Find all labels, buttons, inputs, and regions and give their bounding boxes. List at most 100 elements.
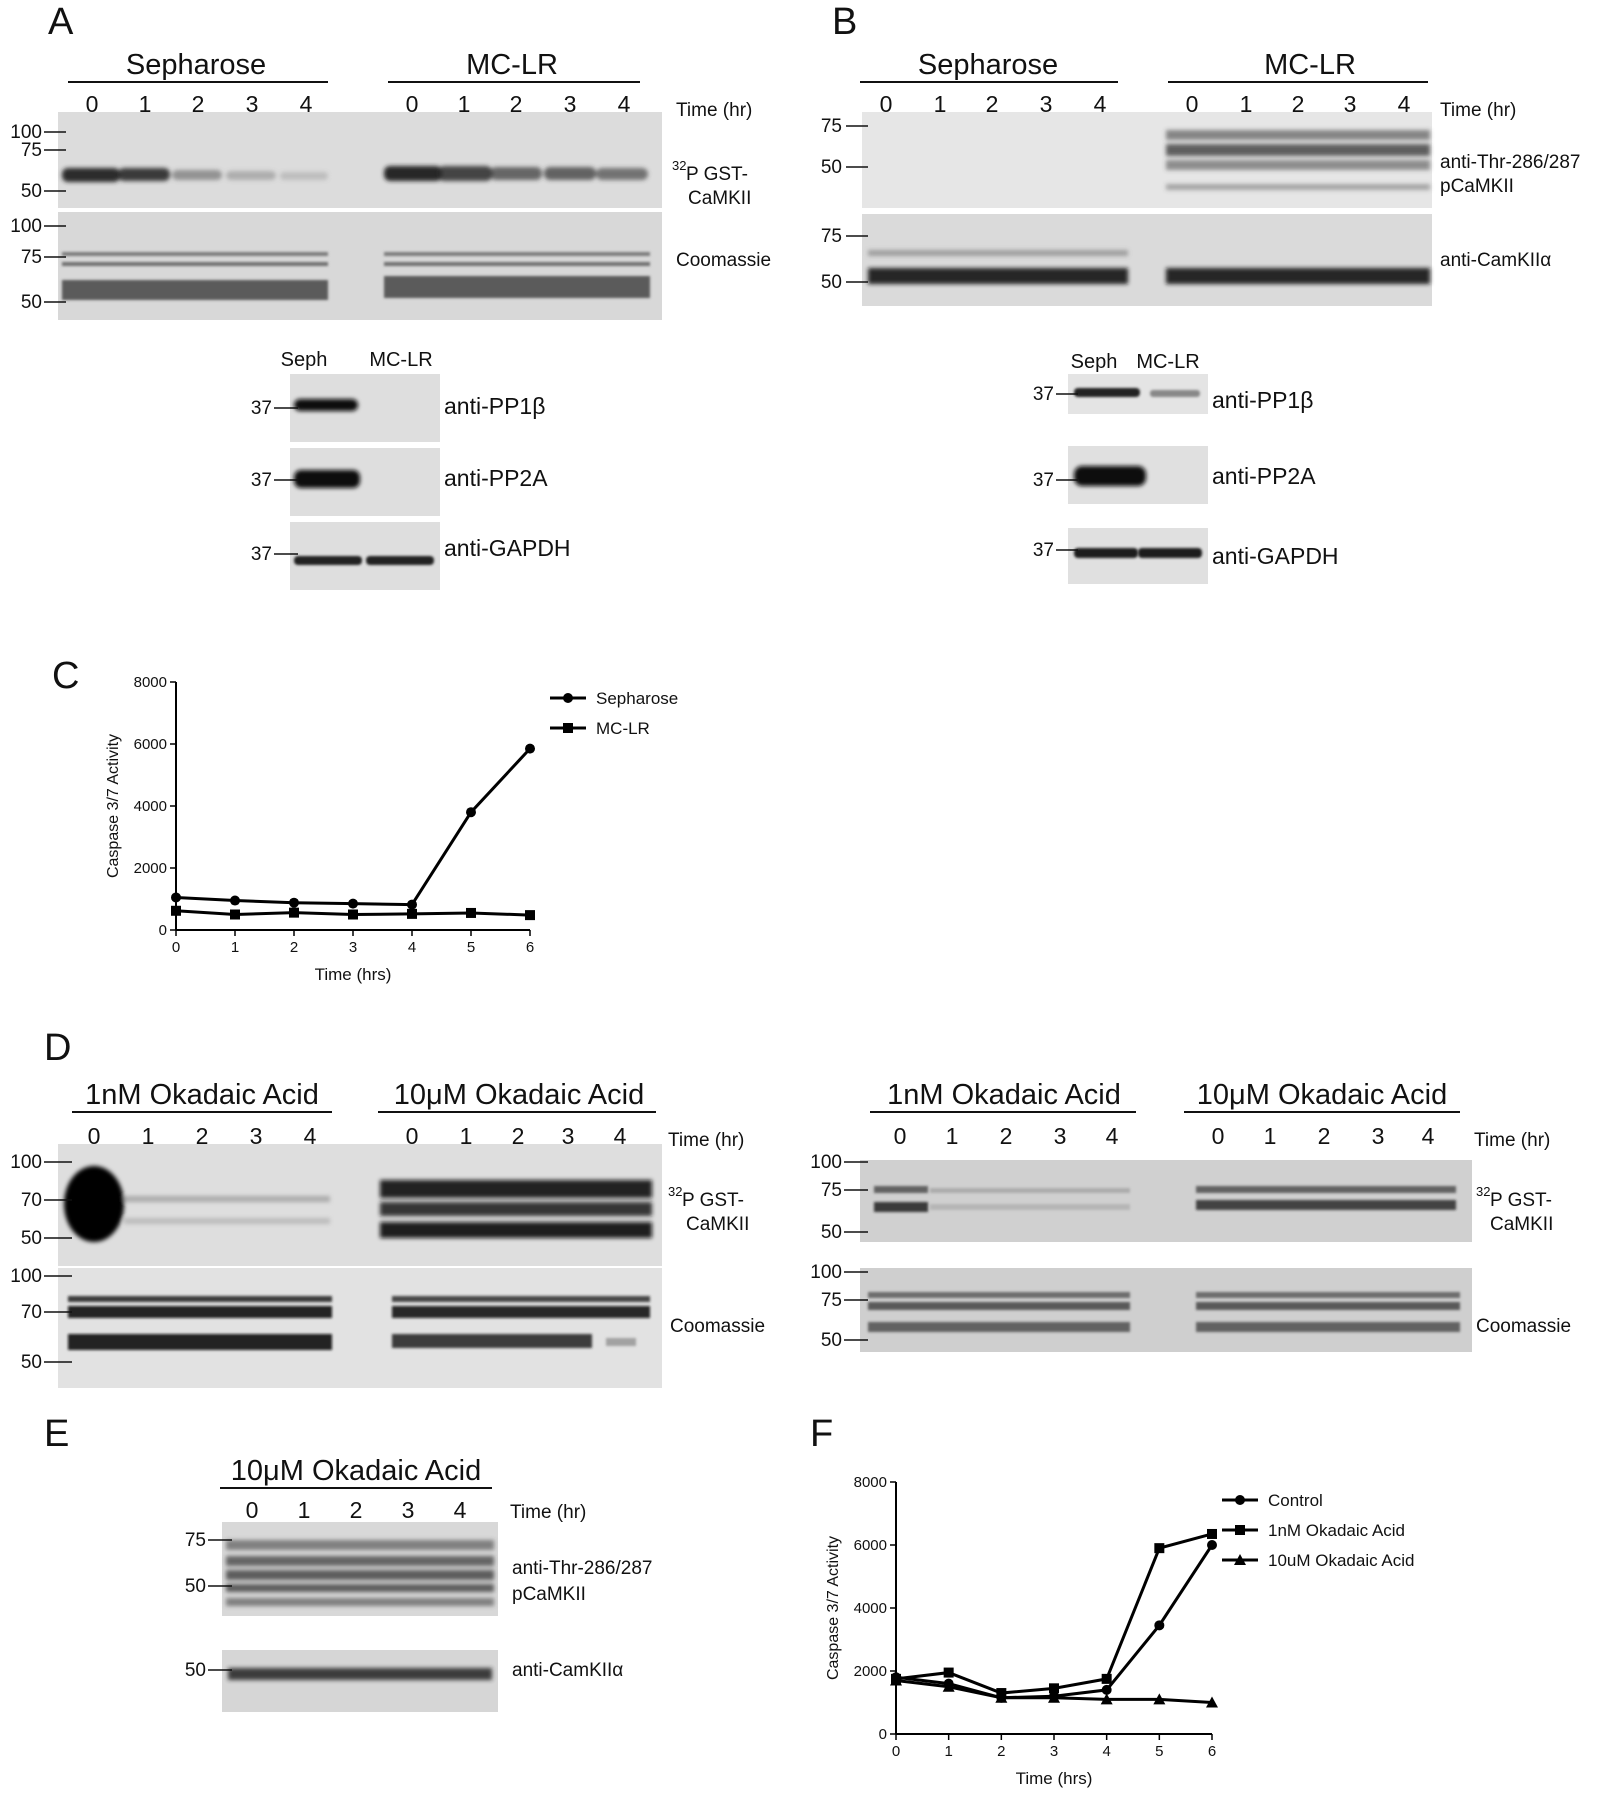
lane-label: 2: [510, 91, 523, 117]
band: [294, 399, 358, 411]
data-point: [943, 1667, 954, 1678]
panel-a-blot-coomassie-markers: 100 75 50: [10, 216, 66, 313]
x-axis-label: Time (hrs): [1016, 1769, 1093, 1788]
panel-d-right-blot-coomassie-markers: 100 75 50: [810, 1262, 868, 1351]
panel-a-lane-labels: 0 1 2 3 4 0 1 2 3 4: [86, 91, 631, 117]
lane-label: 4: [1094, 91, 1107, 117]
y-tick-label: 4000: [854, 1600, 887, 1617]
panel-d-left-lane-labels: 0 1 2 3 4 0 1 2 3 4: [88, 1123, 627, 1149]
band: [228, 1668, 492, 1680]
panel-b-blot-camkiia: [862, 214, 1432, 306]
legend-label: Control: [1268, 1491, 1323, 1510]
lane-label: 3: [1372, 1123, 1385, 1149]
lane-label: 4: [1398, 91, 1411, 117]
panel-f-letter: F: [810, 1413, 833, 1455]
marker-label: 75: [821, 1290, 842, 1311]
band: [1138, 548, 1202, 558]
band: [294, 470, 360, 488]
panel-a-small-col-seph: Seph: [281, 349, 328, 371]
data-point: [942, 1680, 955, 1692]
legend-label: 10uM Okadaic Acid: [1268, 1551, 1414, 1570]
panel-b-blot-pcamkii-markers: 75 50: [821, 116, 868, 178]
data-point: [466, 907, 476, 918]
panel-a-small-label-pp2a: anti-PP2A: [444, 465, 548, 491]
panel-a-blot-32p-label-line2: CaMKII: [688, 188, 751, 209]
marker-label: 100: [10, 1152, 42, 1173]
panel-a-small-label-pp1b: anti-PP1β: [444, 393, 545, 419]
lane-label: 0: [88, 1123, 101, 1149]
data-point: [1100, 1693, 1113, 1705]
legend-label: 1nM Okadaic Acid: [1268, 1521, 1405, 1540]
lane-label: 3: [564, 91, 577, 117]
panel-a-small-col-mclr: MC-LR: [369, 349, 432, 371]
x-tick-label: 1: [944, 1743, 952, 1760]
panel-b-blot-camkiia-markers: 75 50: [821, 226, 868, 293]
panel-a: A Sepharose MC-LR 0 1 2 3 4 0 1 2 3 4 Ti…: [10, 1, 771, 590]
lane-label: 4: [1106, 1123, 1119, 1149]
panel-d-right-blot-32p-label-line2: CaMKII: [1490, 1214, 1553, 1235]
series-line: [175, 747, 532, 907]
marker-label: 37: [1033, 470, 1054, 491]
lane-label: 0: [246, 1497, 259, 1523]
marker-label: 75: [821, 226, 842, 247]
lane-label: 4: [454, 1497, 467, 1523]
panel-f-chart: 0 2000 4000 6000 8000 0 1 2 3 4 5 6 Time (hrs) Caspas…: [825, 1474, 1414, 1788]
panel-b-small-label-pp2a: anti-PP2A: [1212, 463, 1316, 489]
lane-label: 2: [512, 1123, 525, 1149]
lane-label: 0: [406, 91, 419, 117]
band: [366, 556, 434, 565]
band: [294, 556, 362, 565]
data-point: [1154, 1543, 1165, 1554]
panel-a-blot-32p: [58, 112, 662, 208]
panel-d-right-group-1nm: 1nM Okadaic Acid: [887, 1079, 1121, 1111]
marker-label: 50: [21, 1228, 42, 1249]
data-point: [348, 909, 358, 920]
panel-d-right-lane-labels: 0 1 2 3 4 0 1 2 3 4: [894, 1123, 1435, 1149]
legend-marker: [563, 723, 573, 733]
marker-label: 37: [251, 544, 272, 565]
panel-d-left-blot-32p-label-line1: P GST-: [682, 1190, 744, 1211]
marker-label: 75: [21, 247, 42, 268]
x-tick-label: 5: [1155, 1743, 1163, 1760]
panel-b-blot-camkiia-bands: [868, 250, 1430, 284]
panel-c-letter: C: [52, 655, 79, 697]
panel-c-chart: 0 2000 4000 6000 8000 0 1 2 3 4 5 6 Time (hrs) Caspas…: [105, 674, 678, 984]
legend-marker: [1235, 1525, 1245, 1535]
marker-label: 50: [21, 292, 42, 313]
panel-e-blot-pcamkii-label-line1: anti-Thr-286/287: [512, 1558, 652, 1579]
lane-label: 4: [1422, 1123, 1435, 1149]
x-axis-label: Time (hrs): [315, 965, 392, 984]
panel-a-blot-coomassie-label: Coomassie: [676, 250, 771, 271]
y-tick-label: 4000: [134, 798, 167, 815]
marker-label: 70: [21, 1302, 42, 1323]
panel-e-blot-camkiia: [222, 1650, 498, 1712]
lane-label: 2: [1000, 1123, 1013, 1149]
panel-d-left-blot-32p-label-line2: CaMKII: [686, 1214, 749, 1235]
lane-label: 1: [139, 91, 152, 117]
data-point: [1101, 1673, 1112, 1684]
lane-label: 2: [986, 91, 999, 117]
panel-a-blot-32p-label-line1: P GST-: [686, 164, 748, 185]
lane-label: 1: [946, 1123, 959, 1149]
legend-marker: [1234, 1554, 1246, 1565]
panel-e-letter: E: [44, 1413, 69, 1455]
panel-a-blot-32p-label-sup: 32: [672, 158, 686, 173]
y-tick-label: 2000: [134, 860, 167, 877]
lane-label: 2: [350, 1497, 363, 1523]
panel-d-right-blot-32p-markers: 100 75 50: [810, 1152, 868, 1243]
panel-d-right-blot-coomassie-bands: [868, 1292, 1460, 1332]
panel-e-lane-labels: 0 1 2 3 4: [246, 1497, 467, 1523]
data-point: [1048, 1691, 1060, 1703]
marker-label: 37: [1033, 540, 1054, 561]
lane-label: 1: [298, 1497, 311, 1523]
panel-a-letter: A: [48, 1, 74, 43]
panel-a-blot-coomassie-bands: [62, 252, 650, 300]
lane-label: 1: [1264, 1123, 1277, 1149]
y-tick-label: 6000: [134, 736, 167, 753]
lane-label: 0: [1212, 1123, 1225, 1149]
data-point: [890, 1674, 902, 1686]
y-tick-label: 0: [879, 1726, 887, 1743]
data-point: [1206, 1696, 1218, 1708]
lane-label: 0: [880, 91, 893, 117]
